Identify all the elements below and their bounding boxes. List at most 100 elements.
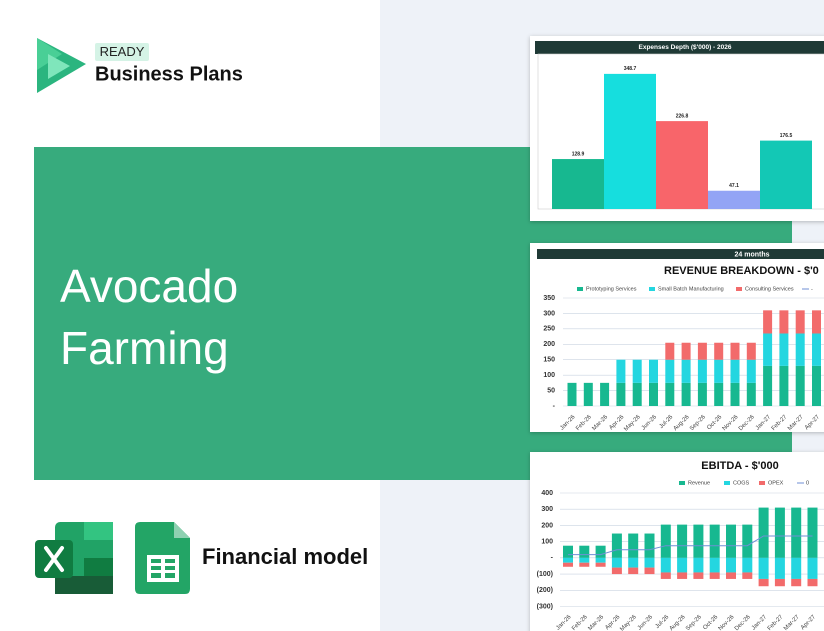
bar-segment	[644, 557, 655, 568]
bar-segment	[758, 507, 769, 558]
y-tick-label: 100	[543, 372, 555, 379]
bar-segment	[812, 365, 821, 406]
bar	[708, 190, 760, 209]
footer-label: Financial model	[202, 544, 368, 569]
bar-segment	[714, 382, 724, 406]
bar-segment	[742, 524, 753, 558]
title-line: Farming	[60, 322, 229, 374]
bar-segment	[579, 545, 590, 558]
bar-segment	[714, 342, 724, 360]
bar-segment	[644, 533, 655, 558]
bar-segment	[774, 557, 785, 579]
y-tick-label: 300	[543, 310, 555, 317]
bar-segment	[616, 359, 626, 383]
legend-marker	[679, 481, 685, 485]
legend-label: Consulting Services	[745, 286, 794, 292]
bar-segment	[807, 507, 818, 558]
bar-segment	[681, 382, 691, 406]
bar-segment	[660, 572, 671, 579]
line	[568, 535, 813, 556]
bar-segment	[644, 567, 655, 575]
badge	[95, 43, 149, 61]
bar-segment	[779, 310, 789, 334]
bar-segment	[795, 365, 805, 406]
bar-segment	[763, 310, 773, 334]
bar-segment	[807, 578, 818, 587]
bar-segment	[616, 382, 626, 406]
chart-header	[535, 41, 824, 54]
bar-segment	[791, 507, 802, 558]
bar-segment	[649, 382, 658, 406]
legend-marker	[724, 481, 730, 485]
y-tick-label: 350	[543, 295, 555, 302]
bar-segment	[714, 359, 724, 383]
bar-segment	[730, 342, 740, 360]
bar-segment	[791, 557, 802, 579]
bar-segment	[563, 562, 573, 567]
bar-segment	[709, 524, 720, 558]
bar-segment	[791, 578, 802, 587]
bar-segment	[665, 382, 675, 406]
bar-segment	[807, 557, 818, 579]
bar-segment	[779, 365, 789, 406]
bar-segment	[742, 557, 753, 573]
bar-segment	[660, 557, 671, 573]
legend-label: OPEX	[768, 480, 784, 486]
chart-title: Expenses Depth ($'000) - 2026	[639, 44, 732, 51]
y-tick-label: (200)	[537, 587, 553, 594]
bar-segment	[795, 333, 805, 366]
bar-segment	[697, 382, 707, 406]
bar-segment	[726, 557, 736, 573]
bar-segment	[709, 572, 720, 579]
chart-panel	[530, 243, 824, 432]
y-tick-label: -	[551, 555, 554, 562]
legend-label: COGS	[733, 480, 750, 486]
legend-label: 0	[806, 480, 809, 486]
bar-segment	[812, 333, 821, 366]
bar-segment	[563, 545, 573, 558]
y-tick-label: 200	[541, 522, 553, 529]
logo	[37, 38, 86, 93]
value-label: 176.5	[780, 133, 793, 139]
bar-segment	[611, 557, 622, 568]
y-tick-label: -	[553, 403, 556, 410]
bar-segment	[730, 359, 740, 383]
chart-header-text: 24 months	[734, 251, 769, 258]
y-tick-label: (300)	[537, 603, 553, 610]
bar-segment	[746, 359, 756, 383]
bar-segment	[774, 507, 785, 558]
bar-segment	[681, 359, 691, 383]
sheets-icon	[135, 522, 190, 594]
bar-segment	[693, 524, 704, 558]
bar-segment	[595, 545, 606, 558]
bar-segment	[665, 342, 675, 360]
value-label: 47.1	[729, 183, 739, 189]
badge-text: READY	[100, 44, 145, 59]
bar-segment	[583, 382, 593, 406]
y-tick-label: 300	[541, 506, 553, 513]
bar-segment	[693, 557, 704, 573]
bar-segment	[812, 310, 821, 334]
bar-segment	[595, 562, 606, 567]
bar-segment	[579, 557, 590, 563]
bar-segment	[742, 572, 753, 579]
bar-segment	[758, 578, 769, 587]
bar-segment	[693, 572, 704, 579]
y-tick-label: 250	[543, 326, 555, 333]
legend-marker	[759, 481, 765, 485]
bar-segment	[628, 567, 639, 575]
y-tick-label: 200	[543, 341, 555, 348]
bar-segment	[563, 557, 573, 563]
bar-segment	[763, 365, 773, 406]
legend-marker	[736, 287, 742, 291]
chart-title: EBITDA - $'000	[701, 460, 778, 472]
bar-segment	[649, 359, 658, 383]
bar-segment	[758, 557, 769, 579]
chart-title: REVENUE BREAKDOWN - $'0	[664, 265, 819, 277]
value-label: 226.8	[676, 113, 689, 119]
bar-segment	[697, 342, 707, 360]
chart-header	[537, 249, 824, 259]
bar-segment	[746, 382, 756, 406]
legend-label: Small Batch Manufacturing	[658, 286, 724, 292]
